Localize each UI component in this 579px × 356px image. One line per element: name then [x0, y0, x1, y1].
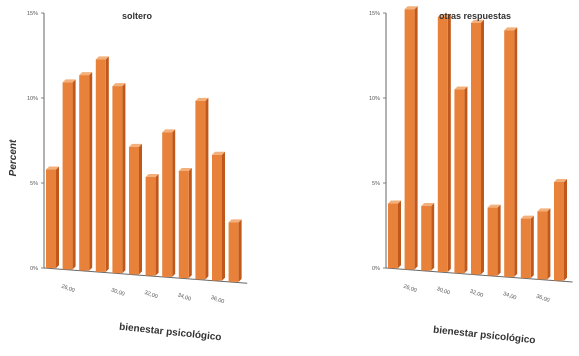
bar-side	[498, 205, 501, 276]
y-tick-label: 10%	[369, 96, 380, 102]
bar	[438, 14, 451, 272]
bar-side	[205, 98, 208, 280]
bar-front	[96, 59, 106, 272]
bar	[129, 144, 142, 275]
bar-front	[79, 75, 89, 271]
y-tick-label: 15%	[369, 11, 380, 17]
chart-title: soltero	[122, 11, 153, 21]
bar-front	[162, 132, 172, 276]
bar	[162, 129, 175, 276]
bar-front	[471, 23, 481, 275]
bar	[146, 174, 159, 276]
bar-front	[229, 222, 239, 282]
bar-front	[179, 171, 189, 278]
y-tick-label: 5%	[372, 181, 380, 187]
bar-front	[438, 17, 448, 272]
bar-side	[514, 27, 517, 276]
bar-front	[195, 101, 205, 280]
bar	[112, 83, 125, 273]
bar-side	[172, 129, 175, 276]
y-tick-label: 10%	[27, 96, 38, 102]
bar	[454, 87, 467, 274]
bar-side	[547, 208, 550, 279]
bar-front	[521, 219, 531, 278]
x-tick-label: 32,00	[143, 290, 158, 300]
bar-side	[531, 216, 534, 278]
y-axis-label: Percent	[8, 139, 19, 176]
x-tick-label: 30,00	[110, 287, 125, 297]
bar-front	[112, 86, 122, 273]
bar-side	[139, 144, 142, 275]
bar-side	[239, 219, 242, 282]
bar-front	[63, 82, 73, 269]
bar-side	[415, 6, 418, 269]
bar	[405, 6, 418, 269]
bar-front	[537, 211, 547, 279]
y-tick-label: 15%	[27, 11, 38, 17]
bar	[46, 167, 59, 269]
bar-front	[504, 30, 514, 276]
bar-side	[564, 179, 567, 281]
bar	[179, 168, 192, 278]
x-tick-label: 32,00	[469, 289, 484, 299]
bar-side	[106, 56, 109, 272]
bar	[63, 79, 76, 269]
x-tick-label: 36,00	[210, 295, 225, 305]
bar	[195, 98, 208, 280]
bar-side	[398, 201, 401, 269]
x-tick-label: 30,00	[436, 286, 451, 296]
x-tick-label: 36,00	[535, 294, 550, 304]
bar-front	[454, 90, 464, 274]
bar-front	[129, 147, 139, 275]
bar	[471, 20, 484, 275]
bar-side	[481, 20, 484, 275]
bar-front	[405, 9, 415, 269]
bar-side	[156, 174, 159, 276]
bar-side	[56, 167, 59, 269]
bar-front	[212, 155, 222, 281]
bar-side	[122, 83, 125, 273]
y-tick-label: 0%	[30, 266, 38, 272]
y-tick-label: 5%	[30, 181, 38, 187]
x-tick-label: 34,00	[177, 292, 192, 302]
bar-front	[421, 206, 431, 271]
bar	[212, 152, 225, 281]
chart-title: otras respuestas	[439, 11, 511, 21]
bar-side	[189, 168, 192, 278]
bar-side	[431, 203, 434, 271]
x-axis-label: bienestar psicológico	[433, 325, 536, 347]
x-axis-label: bienestar psicológico	[119, 322, 222, 344]
bar-front	[488, 208, 498, 276]
bar	[229, 219, 242, 282]
bar	[504, 27, 517, 276]
bar-side	[464, 87, 467, 274]
bar	[388, 201, 401, 269]
bar	[554, 179, 567, 281]
x-tick-label: 26,00	[60, 284, 75, 294]
y-tick-label: 0%	[372, 266, 380, 272]
bar-side	[222, 152, 225, 281]
bar	[521, 216, 534, 278]
x-tick-label: 34,00	[502, 291, 517, 301]
bar	[421, 203, 434, 271]
bar	[79, 72, 92, 271]
bar	[488, 205, 501, 276]
bar	[96, 56, 109, 272]
bar-front	[388, 204, 398, 269]
bar-side	[89, 72, 92, 271]
bar-front	[554, 182, 564, 281]
bar-side	[448, 14, 451, 272]
bar-side	[73, 79, 76, 269]
bar	[537, 208, 550, 279]
x-tick-label: 26,00	[402, 284, 417, 294]
bar-front	[146, 177, 156, 276]
bar-front	[46, 170, 56, 269]
